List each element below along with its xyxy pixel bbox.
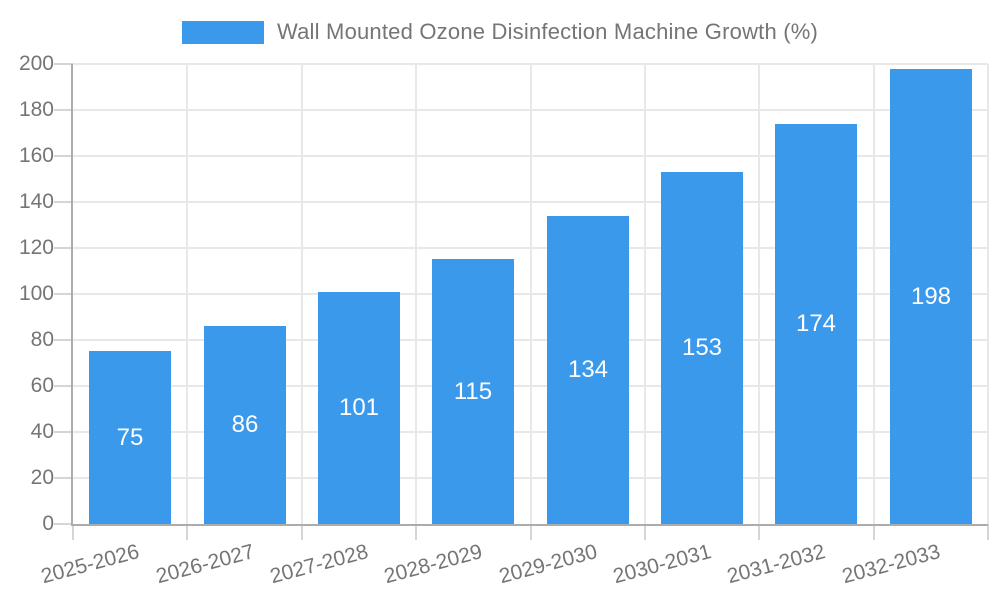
gridline-vertical [415,64,418,524]
bar: 86 [204,326,286,524]
bar-value-label: 134 [567,356,609,383]
y-tick-label: 0 [42,512,54,535]
y-tick-label: 100 [18,282,54,305]
x-axis-tick [529,524,532,540]
bar: 153 [661,172,743,524]
bar-value-label: 75 [116,423,144,451]
y-tick-label: 20 [30,466,54,489]
y-tick-label: 140 [18,190,54,213]
bar: 115 [432,259,514,524]
gridline-vertical [872,64,875,524]
y-axis-tick [54,63,73,66]
y-axis-tick [54,477,73,479]
y-axis-tick [54,247,73,249]
bar: 198 [890,69,972,524]
gridline-vertical [186,64,189,524]
plot-area: 75 86 101 115 134 153 174 198 [54,63,989,540]
y-axis-tick [54,339,73,341]
gridline-vertical [529,64,532,524]
gridline-vertical [643,64,646,524]
y-tick-label: 160 [18,144,54,167]
bar: 101 [318,292,400,524]
y-axis-tick [54,109,73,111]
y-axis-tick [54,201,73,203]
y-tick-label: 80 [30,328,54,351]
y-tick-label: 60 [30,374,54,397]
bar-value-label: 174 [795,310,837,337]
chart-legend: Wall Mounted Ozone Disinfection Machine … [0,19,1000,45]
legend-swatch-icon [181,20,264,44]
bar-value-label: 101 [338,394,380,421]
bar: 174 [775,124,857,524]
gridline-vertical [987,64,989,524]
x-axis-tick [758,524,761,540]
x-axis-tick [186,524,189,540]
x-axis-tick [987,524,989,540]
x-axis-tick [72,524,74,540]
bar-value-label: 198 [910,282,952,310]
y-axis-tick [54,431,73,433]
y-axis-tick [54,155,73,157]
y-tick-label: 40 [30,420,54,443]
y-tick-label: 120 [18,236,54,259]
y-axis-tick [54,385,73,387]
bar-value-label: 115 [453,377,493,405]
y-axis-line [71,64,73,524]
x-axis-line [71,524,988,526]
chart-title: Wall Mounted Ozone Disinfection Machine … [276,19,819,44]
x-axis-tick [300,524,303,540]
y-axis-tick [54,293,73,295]
y-tick-label: 200 [18,52,54,75]
gridline-vertical [758,64,761,524]
x-axis-tick [643,524,646,540]
y-tick-label: 180 [18,98,54,121]
x-axis-tick [415,524,418,540]
x-axis-tick [872,524,875,540]
bar: 134 [547,216,629,524]
gridline-vertical [300,64,303,524]
y-axis-tick [54,523,73,525]
bar-value-label: 86 [231,411,259,438]
bar-value-label: 153 [681,334,723,361]
bar: 75 [89,351,171,524]
